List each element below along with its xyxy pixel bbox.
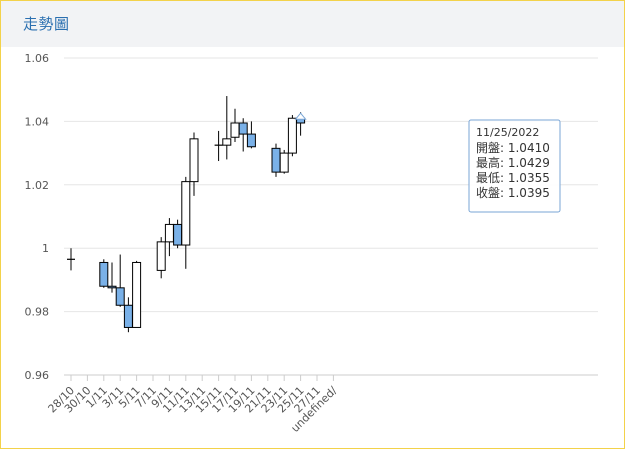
candle[interactable] (156, 237, 166, 279)
y-tick-label: 0.96 (25, 369, 50, 382)
candle[interactable] (99, 259, 109, 288)
candle-body (238, 122, 248, 135)
candle-body (181, 181, 191, 246)
candle-body (246, 133, 256, 148)
candle-body (156, 241, 166, 271)
candle[interactable] (246, 121, 256, 149)
candle-body (222, 138, 232, 146)
tooltip-line: 收盤: 1.0395 (476, 186, 550, 200)
candle-body (279, 152, 289, 173)
candle[interactable] (107, 262, 117, 293)
candle[interactable] (279, 149, 289, 174)
candle[interactable] (189, 132, 199, 196)
widget-header: 走勢圖 (1, 1, 624, 47)
y-tick-label: 1.06 (25, 52, 50, 65)
y-tick-label: 1 (42, 242, 49, 255)
tooltip-line: 開盤: 1.0410 (476, 141, 550, 155)
candle-body (132, 261, 142, 328)
candle[interactable] (115, 254, 125, 307)
grid-lines (64, 57, 598, 376)
candle[interactable] (132, 260, 142, 328)
x-axis: 28/1030/101/113/115/117/119/1111/1113/11… (46, 375, 340, 435)
chart-title: 走勢圖 (23, 15, 70, 33)
y-tick-label: 1.04 (25, 115, 50, 128)
candle[interactable] (164, 218, 174, 257)
candle-body (173, 223, 183, 246)
candle[interactable] (230, 108, 240, 143)
candle-body (230, 122, 240, 138)
candle[interactable] (238, 118, 248, 152)
y-axis: 0.96 0.98 1 1.02 1.04 1.06 (25, 52, 50, 382)
candle-body (189, 138, 199, 183)
y-tick-label: 1.02 (25, 179, 50, 192)
candle[interactable] (173, 219, 183, 249)
candle[interactable] (271, 143, 281, 177)
tooltip-line: 最高: 1.0429 (476, 155, 550, 170)
candle-body (164, 223, 174, 243)
candle[interactable] (181, 176, 191, 269)
candle[interactable] (123, 297, 133, 333)
candle-body (115, 287, 125, 306)
candle[interactable] (287, 115, 297, 157)
candle[interactable] (214, 130, 223, 162)
tooltip-date: 11/25/2022 (476, 126, 539, 139)
candle-body (287, 117, 297, 154)
candle[interactable] (222, 96, 232, 160)
tooltip-line: 最低: 1.0355 (476, 171, 550, 185)
tooltip-box (468, 119, 561, 213)
candle[interactable] (67, 248, 75, 271)
tooltip-pointer (294, 112, 307, 120)
candle-body (107, 285, 117, 289)
y-tick-label: 0.98 (25, 306, 50, 319)
candle-body (99, 261, 109, 287)
candle-body (123, 304, 133, 328)
candles (67, 96, 306, 333)
candle-body (271, 147, 281, 173)
